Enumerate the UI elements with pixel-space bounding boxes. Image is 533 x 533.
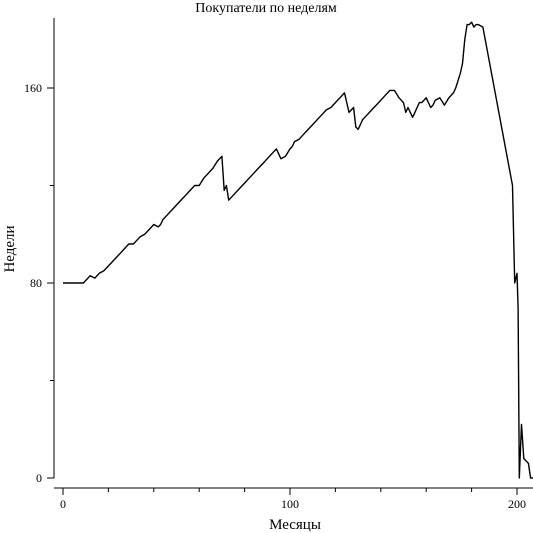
y-tick-label: 0 [36, 471, 42, 485]
x-axis-ticks: 0 100 200 [60, 488, 526, 511]
y-tick-label: 160 [24, 81, 42, 95]
x-tick-label: 100 [281, 497, 299, 511]
plot-area [63, 21, 533, 479]
y-axis-ticks: 0 80 160 [24, 81, 54, 485]
x-tick-label: 0 [60, 497, 66, 511]
x-tick-label: 200 [508, 497, 526, 511]
y-axis-title: Недели [2, 225, 18, 272]
x-axis-title: Месяцы [269, 517, 321, 533]
chart-title: Покупатели по неделям [195, 1, 337, 16]
series-line [63, 21, 533, 479]
y-tick-label: 80 [30, 276, 42, 290]
